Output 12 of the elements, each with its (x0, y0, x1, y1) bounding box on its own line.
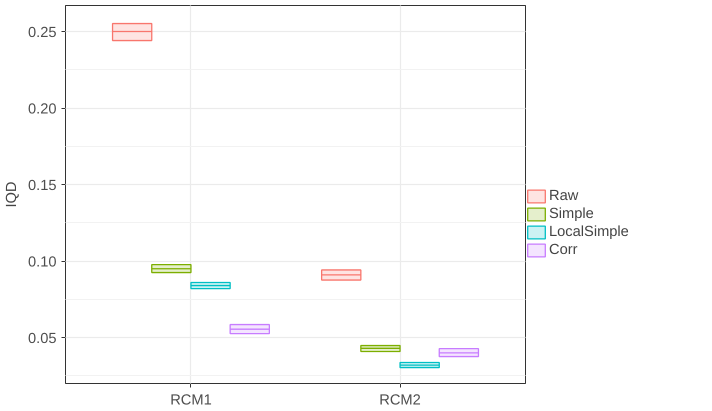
y-tick-label: 0.15 (28, 178, 57, 194)
y-tick-label: 0.20 (28, 102, 57, 118)
y-tick-label: 0.05 (28, 331, 57, 348)
legend-label: Raw (549, 188, 578, 204)
legend-label: LocalSimple (549, 224, 629, 240)
y-axis-title: IQD (4, 181, 20, 208)
x-tick-label: RCM2 (379, 392, 421, 408)
legend-label: Corr (549, 242, 578, 258)
legend-label: Simple (549, 206, 594, 222)
x-tick-label: RCM1 (170, 392, 212, 408)
y-tick-label: 0.10 (28, 254, 57, 271)
y-tick-label: 0.25 (28, 25, 57, 42)
